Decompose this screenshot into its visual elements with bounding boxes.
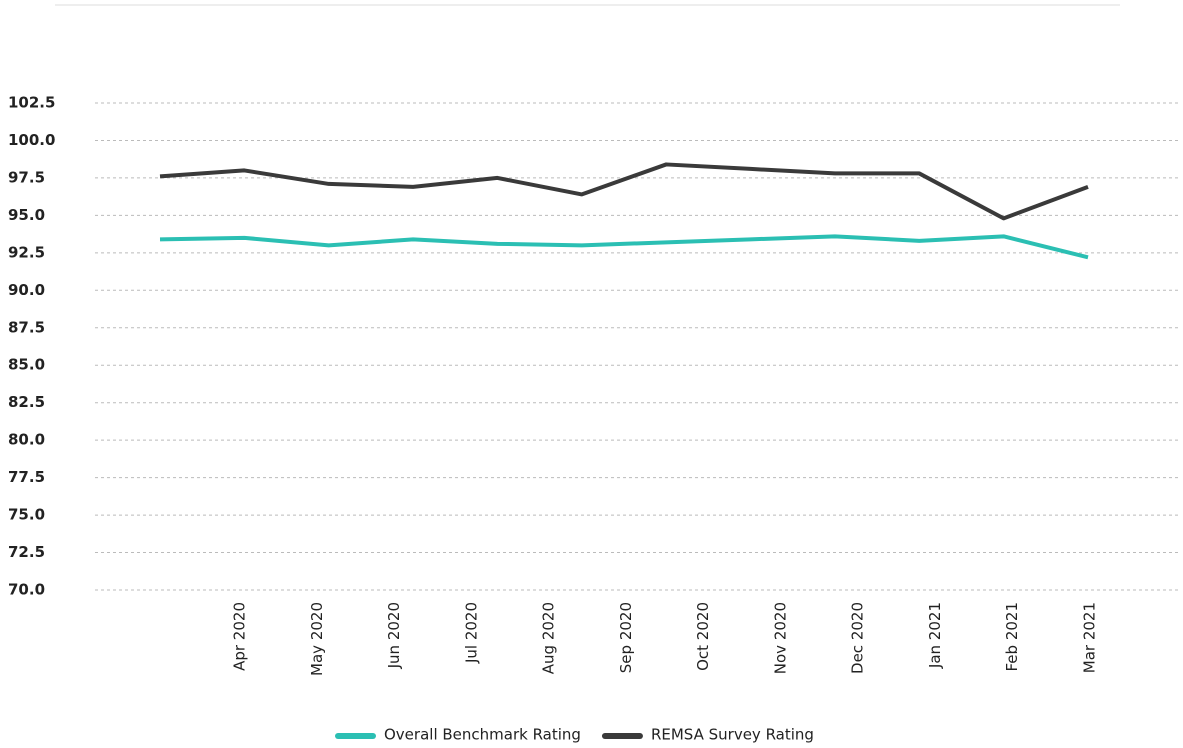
x-tick-label: Jul 2020	[462, 602, 480, 664]
x-tick-label: Oct 2020	[694, 602, 712, 671]
y-tick-label: 75.0	[8, 506, 45, 524]
x-tick-label: Aug 2020	[540, 602, 558, 674]
y-tick-label: 80.0	[8, 431, 45, 449]
y-tick-label: 97.5	[8, 168, 45, 186]
legend-label: Overall Benchmark Rating	[384, 726, 581, 744]
legend-label: REMSA Survey Rating	[651, 726, 814, 744]
y-tick-label: 92.5	[8, 243, 45, 261]
x-tick-label: Feb 2021	[1003, 602, 1021, 672]
y-tick-label: 100.0	[8, 131, 55, 149]
x-tick-label: May 2020	[308, 602, 326, 676]
y-tick-label: 82.5	[8, 393, 45, 411]
y-tick-label: 102.5	[8, 94, 55, 112]
y-tick-label: 77.5	[8, 468, 45, 486]
y-tick-label: 85.0	[8, 356, 45, 374]
series-line	[159, 234, 1089, 260]
x-tick-label: Nov 2020	[771, 602, 789, 674]
x-tick-label: Mar 2021	[1081, 602, 1099, 673]
x-tick-label: Sep 2020	[617, 602, 635, 673]
y-tick-label: 70.0	[8, 581, 45, 599]
x-tick-label: Apr 2020	[231, 602, 249, 671]
x-tick-label: Jan 2021	[926, 602, 944, 669]
y-tick-label: 90.0	[8, 281, 45, 299]
x-tick-label: Dec 2020	[849, 602, 867, 674]
y-tick-label: 72.5	[8, 543, 45, 561]
y-tick-label: 95.0	[8, 206, 45, 224]
y-tick-label: 87.5	[8, 318, 45, 336]
x-tick-label: Jun 2020	[385, 602, 403, 669]
series-line	[159, 162, 1089, 221]
